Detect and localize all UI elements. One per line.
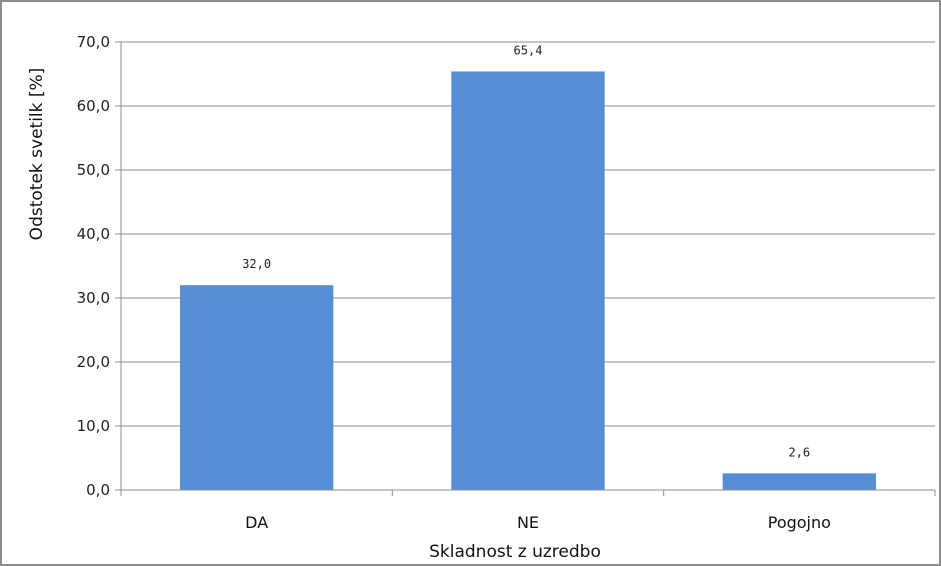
labels: 0,0 10,0 20,0 30,0 40,0 50,0 60,0 70,0 32,0 DA 65,… [77, 33, 831, 532]
y-axis-title: Odstotek svetilk [%] [27, 68, 47, 241]
data-label: 2,6 [788, 445, 810, 459]
x-tick-label: Pogojno [768, 513, 831, 532]
data-label: 32,0 [242, 257, 271, 271]
bar-pogojno [722, 473, 876, 490]
y-tick-label: 60,0 [77, 97, 110, 115]
data-label: 65,4 [514, 43, 543, 57]
x-axis-title: Skladnost z uzredbo [429, 542, 601, 562]
bar-da [180, 285, 334, 490]
y-tick-label: 0,0 [86, 481, 110, 499]
y-tick-label: 50,0 [77, 161, 110, 179]
bars [180, 71, 876, 490]
axes [115, 41, 936, 496]
y-tick-label: 30,0 [77, 289, 110, 307]
y-tick-label: 70,0 [77, 33, 110, 51]
bar-ne [451, 71, 605, 490]
x-tick-label: DA [245, 513, 268, 532]
x-tick-label: NE [517, 513, 539, 532]
y-tick-label: 40,0 [77, 225, 110, 243]
y-tick-label: 10,0 [77, 417, 110, 435]
y-tick-label: 20,0 [77, 353, 110, 371]
